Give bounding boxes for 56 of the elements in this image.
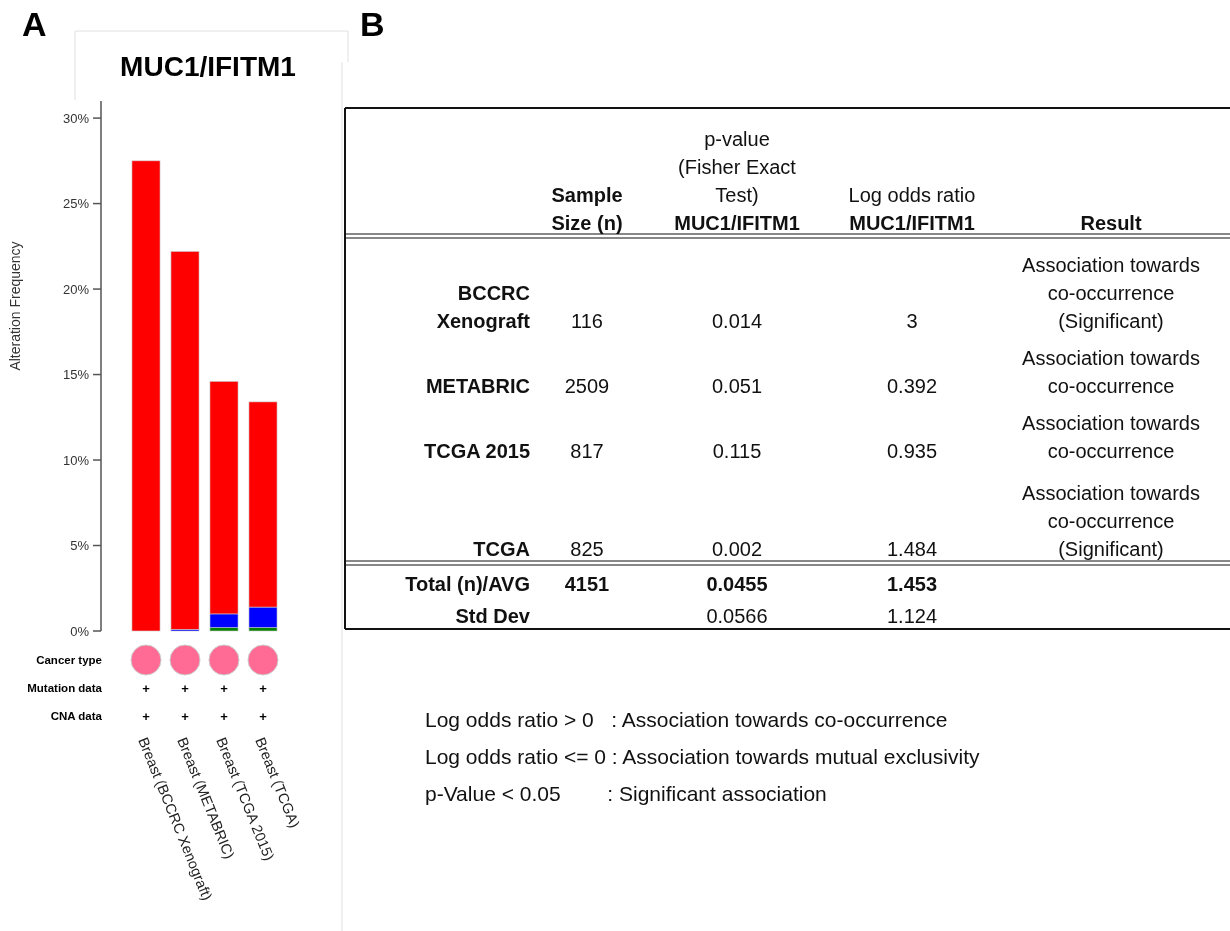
text: Result [1080, 212, 1142, 234]
text: Sample Size (n) [551, 184, 623, 234]
text: 4151 [564, 573, 610, 595]
text: + [220, 708, 229, 724]
text: Association towards co-occurrence (Significant) [1022, 254, 1200, 332]
text: Log odds ratio > 0 : Association towards co-occurrence [425, 708, 948, 731]
text: 0.014 [711, 310, 763, 332]
text: CNA data [50, 710, 103, 723]
text: p-Value < 0.05 : Significant association [425, 782, 827, 805]
text: 3 [906, 310, 918, 332]
y-tick-label: 10% [62, 452, 90, 468]
text: Log odds ratio <= 0 : Association towards mutual exclusivity [425, 745, 980, 768]
chart-title: MUC1/IFITM1 [120, 51, 296, 82]
y-tick-label: 20% [62, 281, 90, 297]
text: 0.0455 [706, 573, 768, 595]
text: 0.0566 [706, 605, 768, 627]
text: Std Dev [455, 605, 531, 627]
text: 0.002 [711, 538, 763, 560]
y-axis-title: Alteration Frequency [7, 241, 23, 371]
text: TCGA 2015 [424, 440, 530, 462]
text: 0.051 [711, 375, 763, 397]
y-tick-label: 0% [70, 623, 90, 639]
text: + [220, 680, 229, 696]
text: Association towards co-occurrence (Significant) [1022, 482, 1200, 560]
text: 116 [571, 310, 603, 332]
text: + [142, 680, 151, 696]
text: Association towards co-occurrence [1022, 412, 1200, 462]
text: Association towards co-occurrence [1022, 347, 1200, 397]
text: + [142, 708, 151, 724]
text: 1.124 [886, 605, 938, 627]
text: 2509 [564, 375, 610, 397]
text: B [360, 5, 385, 43]
text: TCGA [473, 538, 530, 560]
text: p-value (Fisher Exact Test) MUC1/IFITM1 [674, 128, 800, 234]
y-tick-label: 30% [62, 110, 90, 126]
text: A [22, 5, 47, 43]
text: 1.453 [886, 573, 938, 595]
y-tick-label: 15% [62, 367, 90, 383]
text: 825 [570, 538, 604, 560]
text: + [259, 680, 268, 696]
text: 0.935 [886, 440, 938, 462]
text: Cancer type [36, 654, 102, 667]
text: 0.115 [712, 440, 762, 462]
text: BCCRC Xenograft [436, 282, 531, 332]
text: + [181, 708, 190, 724]
text: METABRIC [425, 375, 530, 397]
text: 817 [570, 440, 604, 462]
text: Log odds ratio MUC1/IFITM1 [848, 184, 976, 234]
text: Mutation data [27, 682, 103, 695]
y-tick-label: 25% [62, 196, 90, 212]
text: 1.484 [886, 538, 938, 560]
text: 0.392 [886, 375, 938, 397]
text: + [259, 708, 268, 724]
y-tick-label: 5% [70, 538, 90, 554]
text: Total (n)/AVG [405, 573, 530, 595]
text: + [181, 680, 190, 696]
